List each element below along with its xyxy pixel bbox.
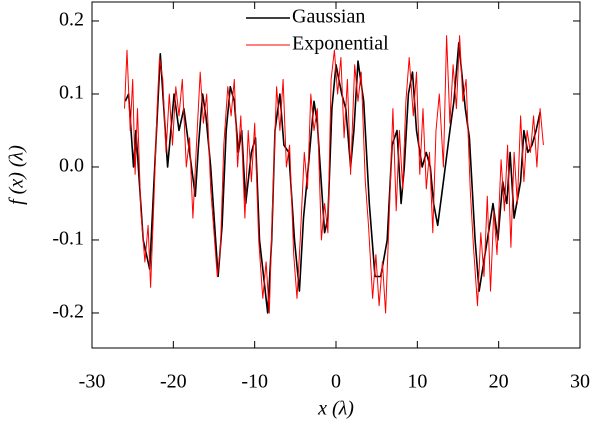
legend-label: Gaussian	[292, 6, 365, 28]
series-line	[124, 35, 544, 314]
legend-label: Exponential	[292, 33, 389, 55]
y-tick-label: -0.2	[52, 301, 84, 323]
x-tick-label: -20	[160, 371, 187, 393]
x-tick-label: 20	[489, 371, 509, 393]
x-tick-label: -10	[241, 371, 268, 393]
y-tick-label: -0.1	[52, 228, 84, 250]
series-line	[124, 42, 541, 314]
y-tick-label: 0.1	[59, 82, 84, 104]
y-axis-label: f (x) (λ)	[6, 145, 28, 205]
x-axis-label: x (λ)	[317, 398, 354, 420]
y-tick-label: 0.2	[59, 9, 84, 31]
x-tick-label: 10	[407, 371, 427, 393]
y-tick-label: 0.0	[59, 155, 84, 177]
x-tick-label: 0	[331, 371, 341, 393]
x-tick-label: -30	[79, 371, 106, 393]
x-tick-label: 30	[570, 371, 590, 393]
